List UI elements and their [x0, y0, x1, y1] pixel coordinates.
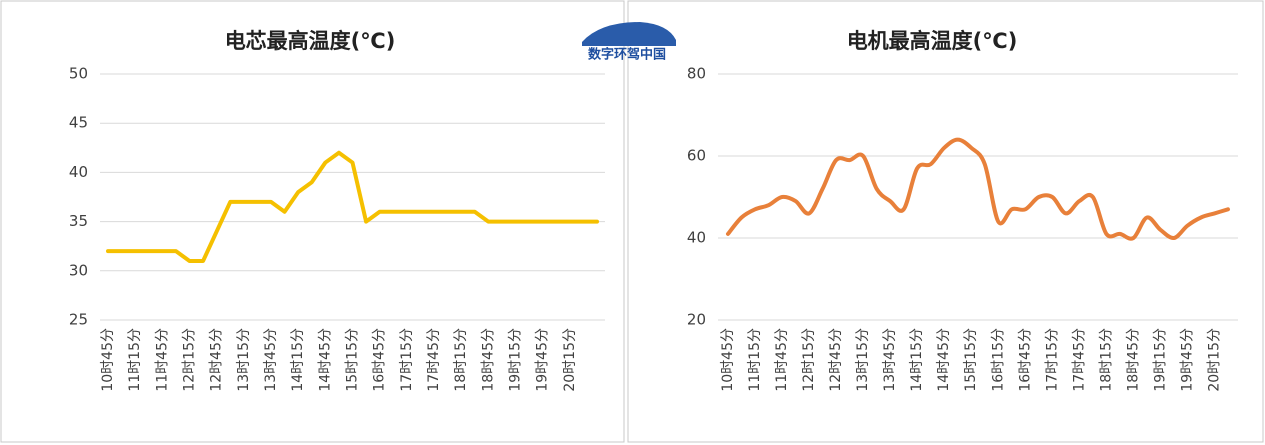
- x-tick-label: 10时45分: [100, 328, 116, 392]
- y-tick-label: 45: [69, 114, 88, 132]
- y-tick-label: 40: [69, 163, 88, 181]
- line: [726, 137, 1230, 241]
- x-tick-label: 17时15分: [1044, 328, 1060, 392]
- x-tick-label: 17时45分: [426, 328, 442, 392]
- x-tick-label: 14时15分: [909, 328, 925, 392]
- x-tick-label: 12时15分: [182, 328, 198, 392]
- x-tick-label: 15时15分: [963, 328, 979, 392]
- y-tick-label: 30: [69, 261, 88, 279]
- x-tick-label: 18时45分: [1125, 328, 1141, 392]
- x-tick-label: 17时15分: [399, 328, 415, 392]
- chart-title: 电芯最高温度(℃): [225, 29, 396, 53]
- x-tick-label: 16时45分: [372, 328, 388, 392]
- y-tick-label: 80: [687, 65, 706, 83]
- x-tick-label: 11时45分: [154, 328, 170, 392]
- y-tick-label: 50: [69, 65, 88, 83]
- x-tick-label: 13时15分: [855, 328, 871, 392]
- x-tick-label: 14时45分: [317, 328, 333, 392]
- x-tick-label: 18时15分: [1098, 328, 1114, 392]
- x-tick-label: 14时45分: [936, 328, 952, 392]
- left-panel: [0, 0, 625, 443]
- x-tick-label: 15时15分: [345, 328, 361, 392]
- y-tick-label: 25: [69, 311, 88, 329]
- x-tick-label: 11时45分: [774, 328, 790, 392]
- x-tick-label: 11时15分: [747, 328, 763, 392]
- x-tick-label: 19时45分: [1179, 328, 1195, 392]
- x-tick-label: 10时45分: [720, 328, 736, 392]
- x-tick-label: 18时15分: [453, 328, 469, 392]
- line: [106, 150, 599, 263]
- x-tick-label: 20时15分: [1206, 328, 1222, 392]
- x-tick-label: 17时45分: [1071, 328, 1087, 392]
- x-tick-label: 13时45分: [882, 328, 898, 392]
- x-tick-label: 19时45分: [535, 328, 551, 392]
- chart-title: 电机最高温度(℃): [847, 29, 1018, 53]
- y-tick-label: 40: [687, 229, 706, 247]
- y-tick-label: 60: [687, 147, 706, 165]
- x-tick-label: 20时15分: [562, 328, 578, 392]
- x-tick-label: 18时45分: [480, 328, 496, 392]
- logo: 数字环驾中国: [582, 22, 676, 63]
- logo-car: [582, 22, 676, 46]
- x-tick-label: 19时15分: [1152, 328, 1168, 392]
- x-tick-label: 16时45分: [1017, 328, 1033, 392]
- logo-text: 数字环驾中国: [588, 47, 666, 63]
- x-tick-label: 12时15分: [801, 328, 817, 392]
- x-tick-label: 12时45分: [209, 328, 225, 392]
- y-tick-label: 20: [687, 311, 706, 329]
- x-tick-label: 14时15分: [290, 328, 306, 392]
- x-tick-label: 13时15分: [236, 328, 252, 392]
- y-tick-label: 35: [69, 212, 88, 230]
- x-tick-label: 16时15分: [990, 328, 1006, 392]
- x-tick-label: 11时15分: [127, 328, 143, 392]
- x-tick-label: 13时45分: [263, 328, 279, 392]
- x-tick-label: 12时45分: [828, 328, 844, 392]
- right-panel: [627, 0, 1264, 443]
- x-tick-label: 19时15分: [508, 328, 524, 392]
